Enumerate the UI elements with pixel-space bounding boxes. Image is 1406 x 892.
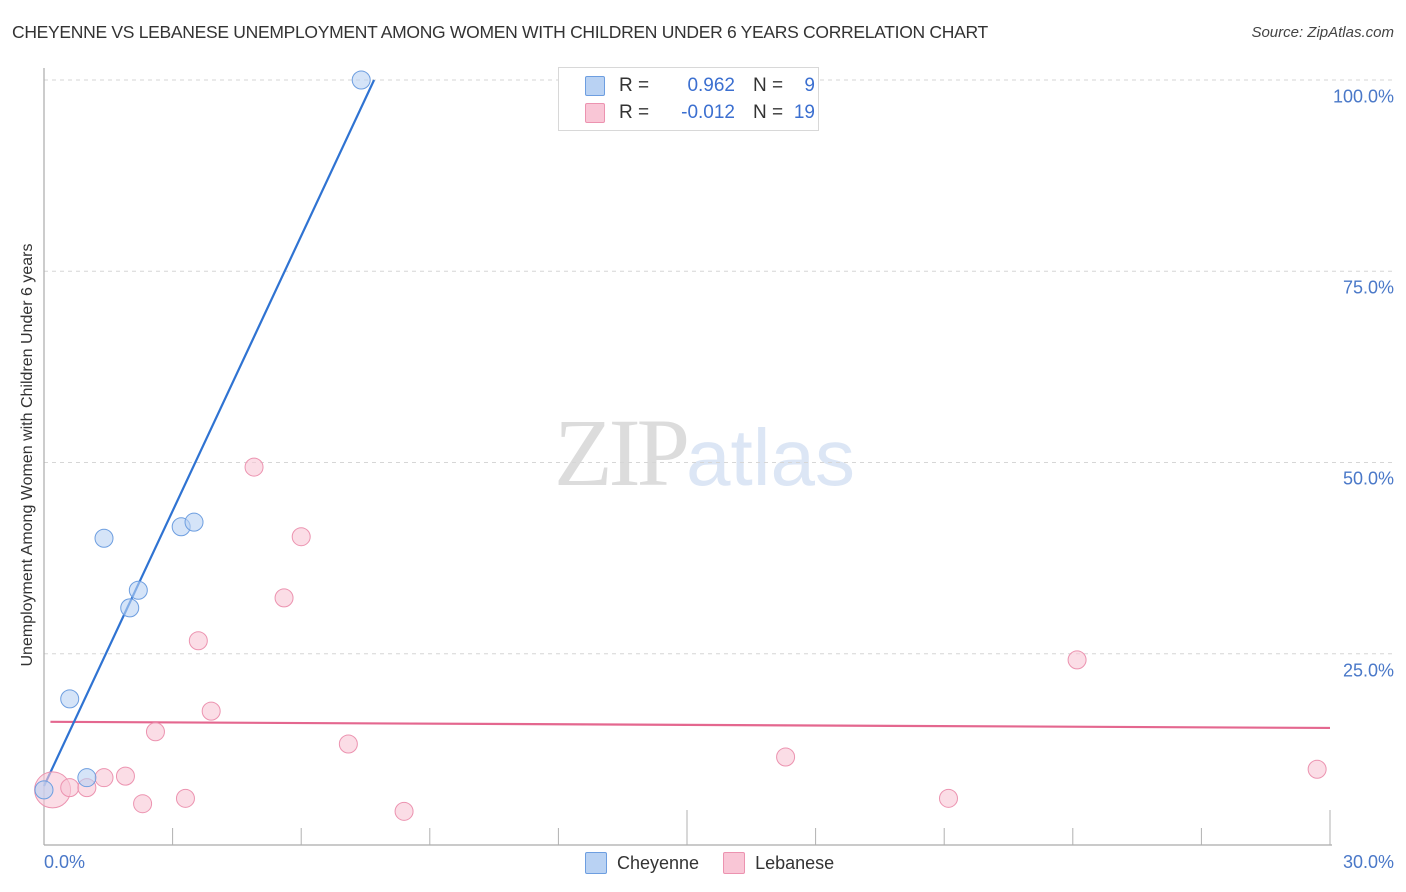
lebanese-point	[291, 527, 311, 547]
n-label: N =	[753, 75, 784, 96]
n-value: 19	[793, 102, 815, 123]
series-legend: Cheyenne Lebanese	[585, 852, 858, 874]
lebanese-point	[274, 588, 294, 608]
watermark-atlas: atlas	[686, 413, 855, 502]
cheyenne-point	[34, 780, 54, 800]
lebanese-point	[94, 768, 114, 788]
y-tick-50: 50.0%	[1342, 468, 1394, 489]
cheyenne-point	[94, 528, 114, 548]
cheyenne-point	[77, 768, 97, 788]
cheyenne-swatch-icon	[585, 852, 607, 874]
cheyenne-point	[120, 598, 140, 618]
lebanese-trendline	[50, 720, 1331, 730]
r-label: R =	[619, 75, 650, 96]
cheyenne-point	[60, 689, 80, 709]
correlation-legend: R = 0.962 N = 9 R = -0.012 N = 19	[558, 67, 819, 131]
r-value: 0.962	[687, 75, 735, 96]
data-points	[34, 70, 1327, 821]
legend-label-cheyenne: Cheyenne	[617, 852, 700, 873]
y-tick-25: 25.0%	[1342, 660, 1394, 681]
n-label: N =	[753, 102, 784, 123]
lebanese-point	[1307, 759, 1327, 779]
axes	[43, 68, 1332, 846]
x-tick-0: 0.0%	[44, 852, 86, 872]
cheyenne-swatch-icon	[585, 76, 605, 96]
lebanese-point	[338, 734, 358, 754]
lebanese-point	[175, 788, 195, 808]
chart-title: CHEYENNE VS LEBANESE UNEMPLOYMENT AMONG …	[12, 22, 988, 42]
watermark-zip: ZIP	[554, 399, 690, 506]
lebanese-swatch-icon	[585, 103, 605, 123]
legend-label-lebanese: Lebanese	[755, 852, 835, 873]
lebanese-point	[394, 801, 414, 821]
y-tick-75: 75.0%	[1342, 277, 1394, 298]
legend-row-cheyenne: R = 0.962 N = 9	[585, 73, 815, 99]
y-tick-100: 100.0%	[1332, 86, 1394, 107]
lebanese-point	[244, 457, 264, 477]
lebanese-point	[115, 766, 135, 786]
source-credit: Source: ZipAtlas.com	[1251, 24, 1394, 41]
legend-item-cheyenne[interactable]: Cheyenne	[585, 852, 699, 874]
gridlines	[44, 79, 1395, 655]
cheyenne-point	[184, 512, 204, 532]
lebanese-point	[201, 701, 221, 721]
lebanese-point	[938, 788, 958, 808]
cheyenne-point	[128, 580, 148, 600]
legend-item-lebanese[interactable]: Lebanese	[723, 852, 834, 874]
r-label: R =	[619, 102, 650, 123]
lebanese-point	[133, 794, 153, 814]
trendlines	[43, 79, 1331, 787]
zipatlas-watermark: ZIPatlas	[554, 405, 855, 501]
lebanese-point	[188, 631, 208, 651]
lebanese-point	[776, 747, 796, 767]
lebanese-point	[145, 722, 165, 742]
lebanese-swatch-icon	[723, 852, 746, 874]
lebanese-point	[1067, 650, 1087, 670]
legend-row-lebanese: R = -0.012 N = 19	[585, 100, 815, 126]
lebanese-point	[60, 778, 80, 798]
cheyenne-trendline	[43, 79, 376, 787]
y-axis-label: Unemployment Among Women with Children U…	[19, 243, 36, 667]
x-tick-30: 30.0%	[1342, 852, 1394, 872]
r-value: -0.012	[681, 102, 735, 123]
cheyenne-point	[351, 70, 371, 90]
n-value: 9	[804, 75, 815, 96]
